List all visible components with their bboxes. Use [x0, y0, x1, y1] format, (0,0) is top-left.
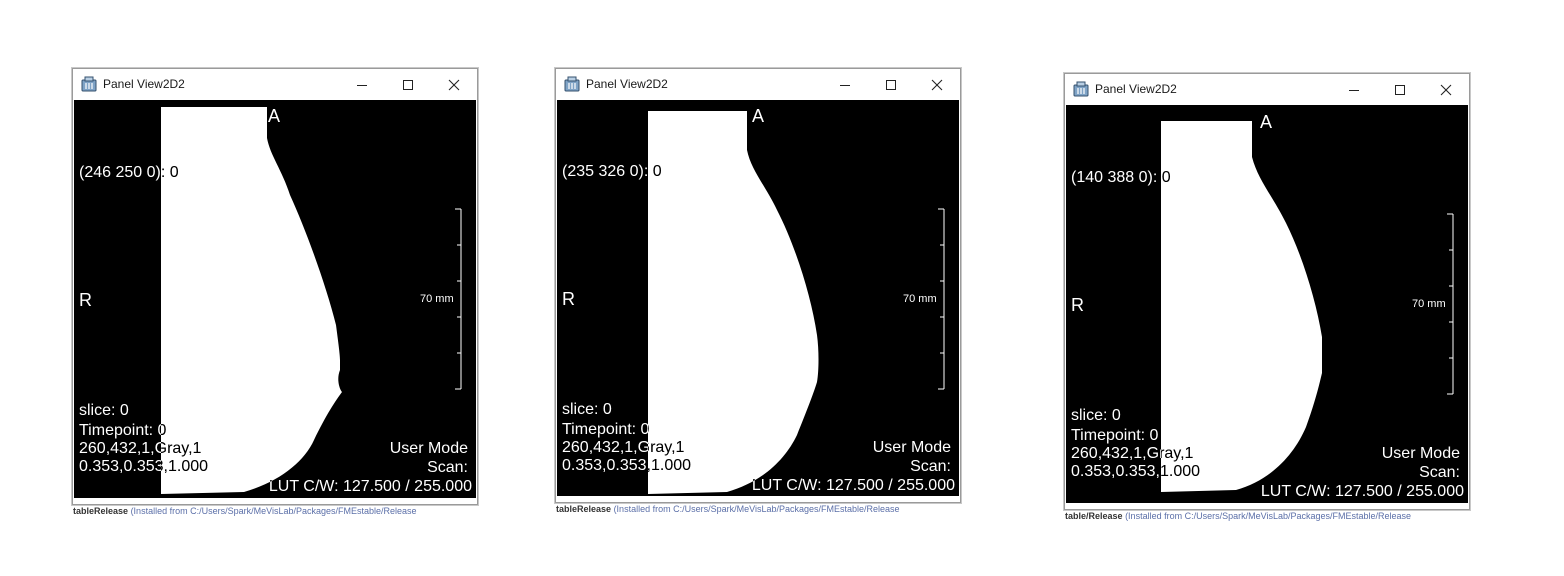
status-strip-name: tableRelease: [556, 504, 612, 514]
coordinate-readout: (140 388 0): 0: [1071, 169, 1171, 186]
scale-ruler-label: 70 mm: [1412, 298, 1446, 310]
maximize-button[interactable]: [868, 69, 914, 100]
maximize-button[interactable]: [385, 69, 431, 100]
image-info-label: 260,432,1,Gray,1: [562, 439, 685, 456]
minimize-button[interactable]: [1331, 74, 1377, 105]
scale-ruler: [938, 208, 945, 390]
title-bar[interactable]: Panel View2D2: [556, 69, 960, 100]
user-mode-label: User Mode: [1381, 445, 1460, 462]
status-strip-path: (Installed from C:/Users/Spark/MeVisLab/…: [613, 504, 900, 514]
lut-label: LUT C/W: 127.500 / 255.000: [751, 477, 955, 494]
app-icon: [564, 76, 580, 92]
image-info-label: 260,432,1,Gray,1: [1071, 445, 1194, 462]
panel-window-3: Panel View2D2 A (140 388 0): 0 R 70 mm s…: [1064, 73, 1470, 521]
minimize-button[interactable]: [339, 69, 385, 100]
close-button[interactable]: [1423, 74, 1469, 105]
timepoint-label: Timepoint: 0: [79, 422, 167, 439]
maximize-icon: [403, 79, 413, 90]
window-title: Panel View2D2: [1095, 82, 1177, 96]
slice-label: slice: 0: [562, 401, 612, 418]
status-strip-name: tableRelease: [73, 506, 129, 516]
user-mode-label: User Mode: [389, 440, 468, 457]
orientation-label-left: R: [562, 289, 575, 309]
status-strip-name: table/Release: [1065, 511, 1123, 521]
image-viewport[interactable]: A (246 250 0): 0 R 70 mm slice: 0 Timepo…: [74, 100, 476, 498]
panel-window-1: Panel View2D2 A (246 250 0): 0 R 70 mm s…: [72, 68, 478, 516]
timepoint-label: Timepoint: 0: [562, 421, 650, 438]
title-bar[interactable]: Panel View2D2: [73, 69, 477, 100]
coordinate-readout: (246 250 0): 0: [79, 164, 179, 181]
close-icon: [1440, 84, 1452, 95]
voxel-spacing-label: 0.353,0.353,1.000: [1071, 463, 1201, 480]
scale-ruler: [455, 208, 462, 390]
minimize-icon: [357, 84, 367, 86]
close-button[interactable]: [431, 69, 477, 100]
scale-ruler: [1447, 213, 1454, 395]
maximize-icon: [886, 79, 896, 90]
user-mode-label: User Mode: [872, 439, 951, 456]
image-info-label: 260,432,1,Gray,1: [79, 440, 202, 457]
slice-label: slice: 0: [79, 402, 129, 419]
minimize-icon: [840, 84, 850, 86]
close-button[interactable]: [914, 69, 960, 100]
status-strip-path: (Installed from C:/Users/Spark/MeVisLab/…: [130, 506, 417, 516]
orientation-label-top: A: [268, 106, 281, 126]
orientation-label-left: R: [1071, 295, 1084, 315]
status-strip: tableRelease (Installed from C:/Users/Sp…: [556, 504, 960, 514]
maximize-button[interactable]: [1377, 74, 1423, 105]
coordinate-readout: (235 326 0): 0: [562, 163, 662, 180]
scale-ruler-label: 70 mm: [420, 293, 454, 305]
orientation-label-top: A: [1260, 112, 1273, 132]
status-strip: tableRelease (Installed from C:/Users/Sp…: [73, 506, 477, 516]
panel-window-2: Panel View2D2 A (235 326 0): 0 R 70 mm s…: [555, 68, 961, 514]
minimize-button[interactable]: [822, 69, 868, 100]
timepoint-label: Timepoint: 0: [1071, 427, 1159, 444]
scale-ruler-label: 70 mm: [903, 293, 937, 305]
segmentation-mask: [1161, 121, 1322, 492]
voxel-spacing-label: 0.353,0.353,1.000: [79, 458, 209, 475]
minimize-icon: [1349, 89, 1359, 91]
status-strip-path: (Installed from C:/Users/Spark/MeVisLab/…: [1125, 511, 1412, 521]
app-icon: [81, 76, 97, 92]
orientation-label-top: A: [752, 106, 765, 126]
window-title: Panel View2D2: [103, 77, 185, 91]
image-viewport[interactable]: A (235 326 0): 0 R 70 mm slice: 0 Timepo…: [557, 100, 959, 496]
image-viewport[interactable]: A (140 388 0): 0 R 70 mm slice: 0 Timepo…: [1066, 105, 1468, 503]
scan-label: Scan:: [910, 458, 951, 475]
segmentation-mask: [161, 107, 342, 494]
status-strip: table/Release (Installed from C:/Users/S…: [1065, 511, 1469, 521]
maximize-icon: [1395, 84, 1405, 95]
voxel-spacing-label: 0.353,0.353,1.000: [562, 457, 692, 474]
orientation-label-left: R: [79, 290, 92, 310]
lut-label: LUT C/W: 127.500 / 255.000: [268, 478, 472, 495]
close-icon: [931, 79, 943, 90]
close-icon: [448, 79, 460, 90]
window-title: Panel View2D2: [586, 77, 668, 91]
lut-label: LUT C/W: 127.500 / 255.000: [1260, 483, 1464, 500]
scan-label: Scan:: [1419, 464, 1460, 481]
title-bar[interactable]: Panel View2D2: [1065, 74, 1469, 105]
scan-label: Scan:: [427, 459, 468, 476]
app-icon: [1073, 81, 1089, 97]
segmentation-mask: [648, 111, 819, 494]
slice-label: slice: 0: [1071, 407, 1121, 424]
